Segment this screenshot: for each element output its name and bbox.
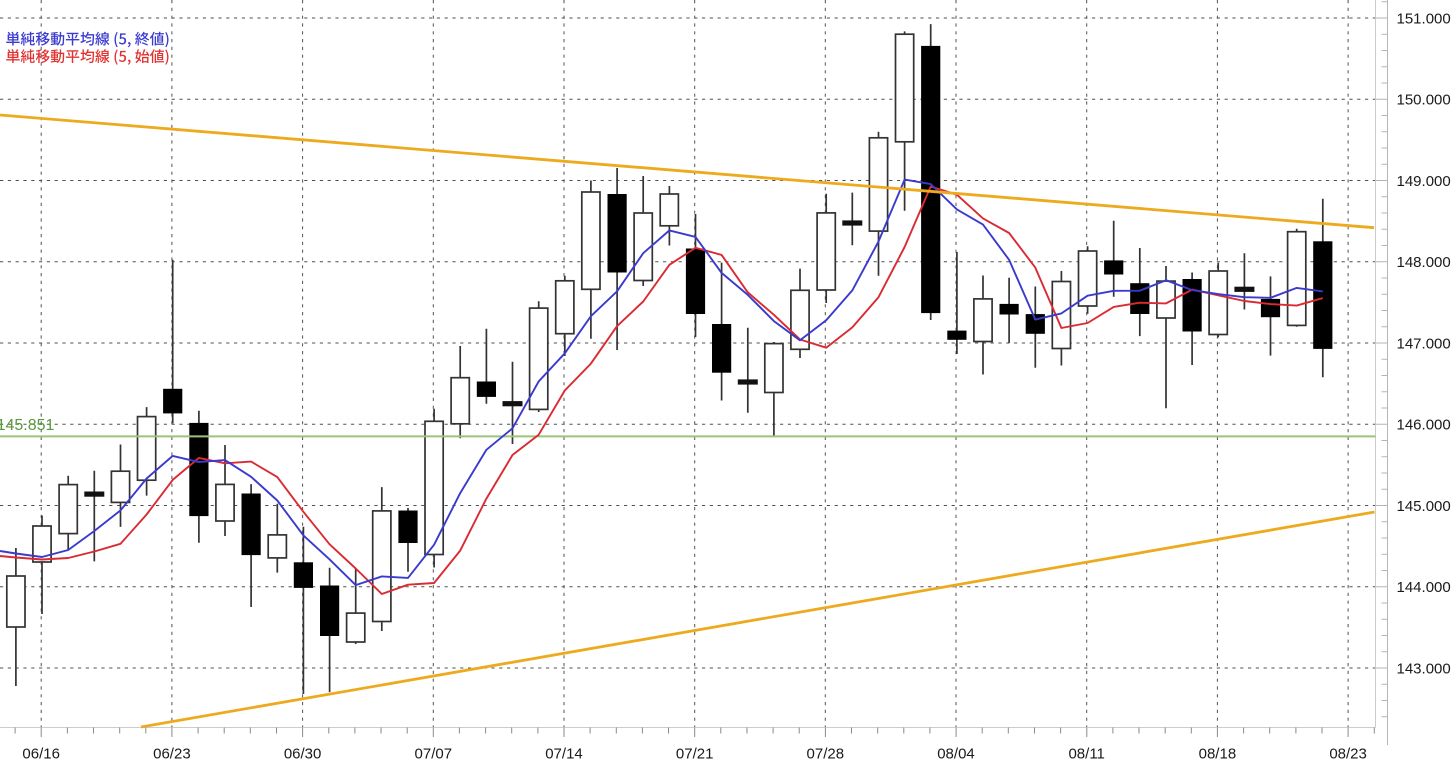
- svg-text:08/18: 08/18: [1199, 746, 1237, 763]
- svg-text:145.851: 145.851: [0, 417, 55, 434]
- svg-text:145.000: 145.000: [1397, 498, 1451, 515]
- svg-text:144.000: 144.000: [1397, 579, 1451, 596]
- svg-text:07/21: 07/21: [676, 746, 714, 763]
- svg-text:07/14: 07/14: [545, 746, 583, 763]
- svg-text:147.000: 147.000: [1397, 335, 1451, 352]
- svg-text:148.000: 148.000: [1397, 254, 1451, 271]
- svg-text:06/23: 06/23: [153, 746, 191, 763]
- svg-text:149.000: 149.000: [1397, 173, 1451, 190]
- svg-text:146.000: 146.000: [1397, 417, 1451, 434]
- svg-text:143.000: 143.000: [1397, 660, 1451, 677]
- svg-text:151.000: 151.000: [1397, 10, 1451, 27]
- svg-text:07/28: 07/28: [807, 746, 845, 763]
- svg-text:06/16: 06/16: [22, 746, 60, 763]
- svg-text:06/30: 06/30: [284, 746, 322, 763]
- svg-text:08/23: 08/23: [1329, 746, 1367, 763]
- svg-text:08/04: 08/04: [937, 746, 975, 763]
- svg-text:08/11: 08/11: [1068, 746, 1104, 763]
- svg-text:07/07: 07/07: [415, 746, 453, 763]
- svg-text:150.000: 150.000: [1397, 92, 1451, 109]
